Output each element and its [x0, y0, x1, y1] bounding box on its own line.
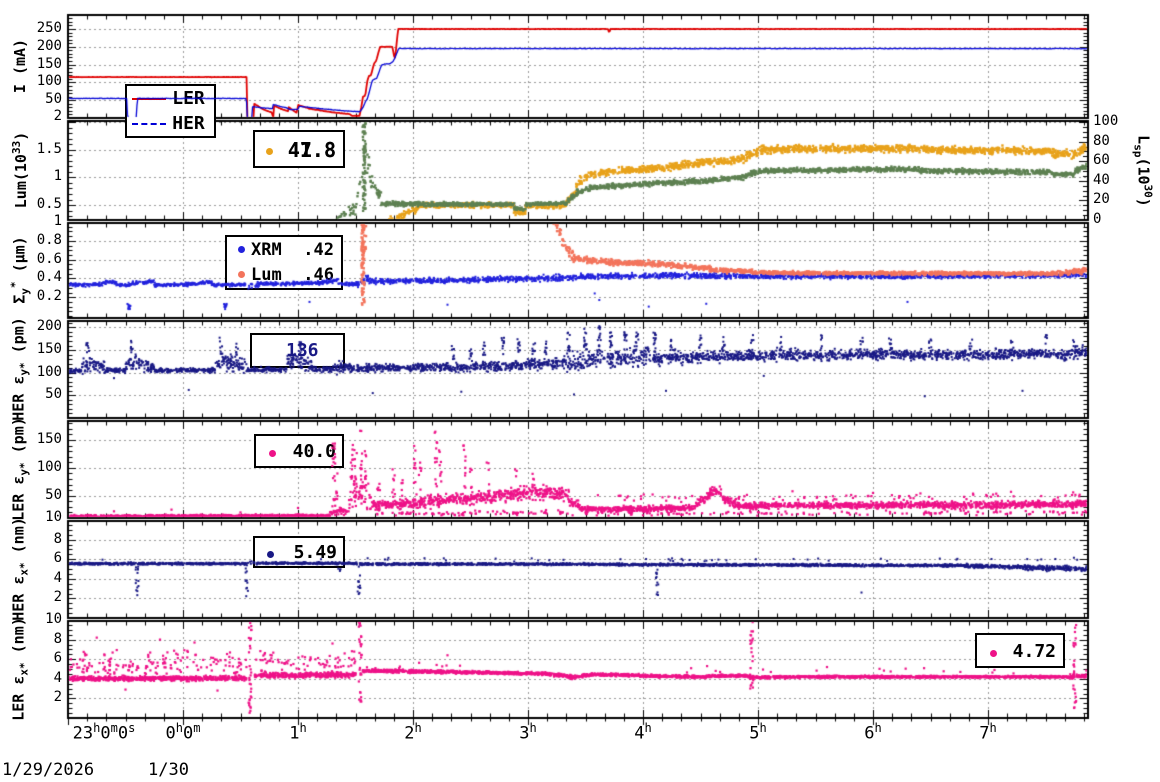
legend-row-lum-sigma: Lum .46: [227, 262, 341, 287]
ler-line-sample: [132, 97, 166, 100]
legend-value-xrm: .42: [303, 239, 334, 260]
her-ex-marker-dot: [267, 551, 274, 558]
lum-value-b: 47.8: [287, 138, 336, 162]
legend-row-ler: LER: [127, 86, 214, 111]
legend-row-her: HER: [127, 111, 214, 136]
legend-row-xrm: XRM .42: [227, 237, 341, 262]
legend-her-ex: 5.49: [253, 536, 345, 568]
legend-sigma-y: XRM .42 Lum .46: [225, 235, 343, 290]
legend-luminosity: 41.8 47.8: [253, 130, 345, 168]
her-line-sample: [132, 122, 166, 125]
legend-label-lum-sigma: Lum: [251, 264, 282, 285]
legend-her-ey: 136: [250, 333, 345, 368]
legend-beam-current: LER HER: [125, 84, 216, 138]
legend-value-lum-sigma: .46: [303, 264, 334, 285]
legend-label-her: HER: [172, 113, 205, 134]
legend-label-ler: LER: [172, 88, 205, 109]
legend-ler-ex: 4.72: [975, 633, 1065, 668]
her-ey-value: 136: [286, 340, 319, 361]
lum-marker-dot: [266, 148, 273, 155]
ler-ex-marker-dot: [990, 650, 997, 657]
legend-label-xrm: XRM: [251, 239, 282, 260]
ler-ex-value: 4.72: [1012, 641, 1056, 662]
lum-sigma-marker-dot: [238, 271, 245, 278]
her-ex-value: 5.49: [293, 542, 337, 563]
xrm-marker-dot: [238, 246, 245, 253]
ler-ey-value: 40.0: [292, 441, 336, 462]
ler-ey-marker-dot: [269, 450, 276, 457]
legend-ler-ey: 40.0: [254, 434, 344, 468]
